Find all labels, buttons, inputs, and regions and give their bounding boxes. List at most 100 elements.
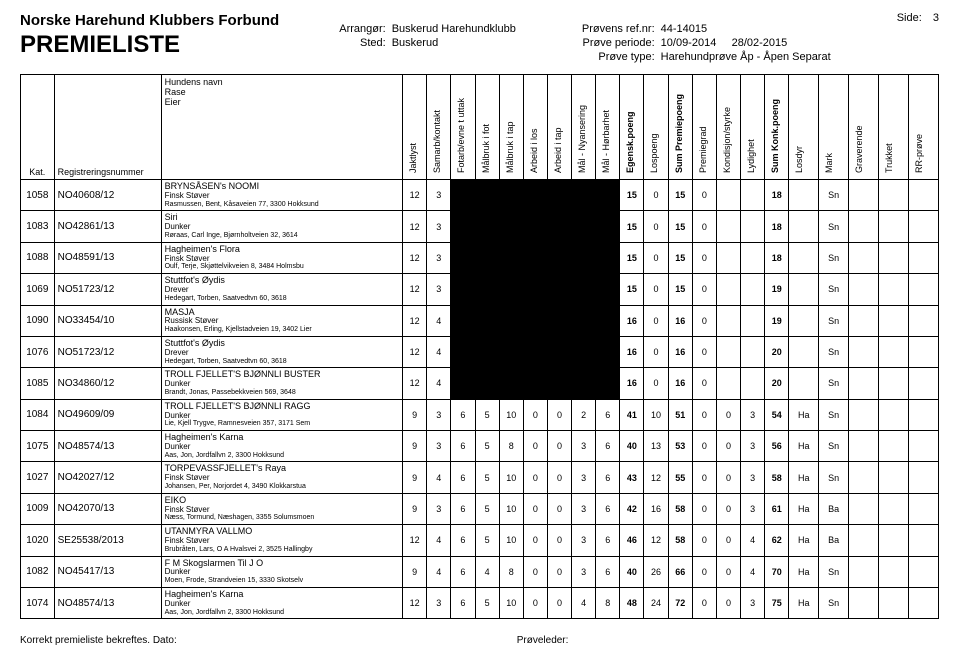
cell-score: 9 [403, 399, 427, 430]
cell-reg: NO49609/09 [54, 399, 161, 430]
cell-dog: BRYNSÅSEN's NOOMIFinsk StøverRasmussen, … [161, 180, 402, 211]
cell-score: 40 [620, 431, 644, 462]
cell-score: 16 [668, 368, 692, 399]
cell-score: Ba [819, 525, 849, 556]
cell-score [879, 274, 909, 305]
cell-score: 4 [741, 525, 765, 556]
col-kat: Kat. [21, 75, 55, 180]
dog-breed: Drever [165, 349, 399, 358]
cell-score: 0 [644, 305, 668, 336]
col-malbruk-tap: Målbruk i tap [503, 77, 517, 177]
cell-score [716, 368, 740, 399]
cell-score: 3 [427, 493, 451, 524]
periode-from: 10/09-2014 [661, 37, 717, 49]
cell-score: 15 [620, 242, 644, 273]
cell-kat: 1088 [21, 242, 55, 273]
refnr-label: Prøvens ref.nr: [582, 22, 661, 36]
cell-score [475, 305, 499, 336]
cell-kat: 1009 [21, 493, 55, 524]
cell-score [849, 180, 879, 211]
cell-score: 0 [692, 493, 716, 524]
cell-score: 3 [741, 431, 765, 462]
cell-score: 5 [475, 399, 499, 430]
cell-score: 12 [403, 180, 427, 211]
cell-score: 43 [620, 462, 644, 493]
cell-score [716, 336, 740, 367]
cell-score: 16 [620, 305, 644, 336]
type-label: Prøve type: [582, 50, 661, 64]
cell-score: 4 [427, 525, 451, 556]
cell-score: Ha [789, 431, 819, 462]
cell-score: 0 [644, 211, 668, 242]
cell-score [908, 399, 938, 430]
cell-score: 6 [596, 556, 620, 587]
cell-dog: TROLL FJELLET'S BJØNNLI RAGGDunkerLie, K… [161, 399, 402, 430]
cell-score: 0 [547, 587, 571, 618]
dog-owner: Hedegart, Torben, Saatvedtvn 60, 3618 [165, 358, 399, 366]
dog-breed: Dunker [165, 443, 399, 452]
cell-score [572, 368, 596, 399]
cell-score: 72 [668, 587, 692, 618]
cell-score: 6 [596, 431, 620, 462]
cell-dog: Stuttfot's ØydisDreverHedegart, Torben, … [161, 274, 402, 305]
cell-score: 6 [596, 493, 620, 524]
cell-score: 5 [475, 493, 499, 524]
table-row: 1069NO51723/12Stuttfot's ØydisDreverHede… [21, 274, 939, 305]
page-number: 3 [933, 12, 939, 24]
cell-score: 20 [765, 336, 789, 367]
cell-score: 0 [644, 242, 668, 273]
cell-score [716, 211, 740, 242]
cell-score [908, 493, 938, 524]
left-header: Norske Harehund Klubbers Forbund PREMIEL… [20, 12, 279, 59]
cell-reg: NO51723/12 [54, 336, 161, 367]
dog-breed: Dunker [165, 412, 399, 421]
cell-score: 3 [427, 274, 451, 305]
table-row: 1085NO34860/12TROLL FJELLET'S BJØNNLI BU… [21, 368, 939, 399]
results-table: Kat. Registreringsnummer Hundens navnRas… [20, 74, 939, 619]
cell-score: 12 [403, 587, 427, 618]
cell-score [523, 368, 547, 399]
cell-score: 0 [692, 431, 716, 462]
dog-breed: Russisk Støver [165, 317, 399, 326]
cell-score [879, 242, 909, 273]
cell-score: 6 [451, 587, 475, 618]
cell-score: 3 [741, 493, 765, 524]
cell-score [789, 180, 819, 211]
cell-score: 8 [499, 556, 523, 587]
cell-score: 0 [692, 525, 716, 556]
cell-score [572, 211, 596, 242]
cell-score: 0 [716, 462, 740, 493]
cell-score: 6 [451, 493, 475, 524]
cell-score: 6 [451, 556, 475, 587]
arrangor-value: Buskerud Harehundklubb [392, 22, 522, 36]
cell-score: 75 [765, 587, 789, 618]
cell-score [849, 305, 879, 336]
cell-score: 6 [451, 525, 475, 556]
cell-score: 4 [427, 336, 451, 367]
cell-score: 9 [403, 556, 427, 587]
cell-reg: NO45417/13 [54, 556, 161, 587]
cell-score [572, 336, 596, 367]
cell-score: 6 [596, 399, 620, 430]
cell-score: 26 [644, 556, 668, 587]
dog-name: TROLL FJELLET'S BJØNNLI RAGG [165, 402, 399, 412]
cell-score: 0 [547, 525, 571, 556]
cell-score: 16 [668, 305, 692, 336]
cell-reg: NO42861/13 [54, 211, 161, 242]
cell-score [908, 368, 938, 399]
table-body: 1058NO40608/12BRYNSÅSEN's NOOMIFinsk Stø… [21, 180, 939, 619]
dog-name: Stuttfot's Øydis [165, 276, 399, 286]
cell-kat: 1075 [21, 431, 55, 462]
cell-dog: TORPEVASSFJELLET's RayaFinsk StøverJohan… [161, 462, 402, 493]
cell-score: 18 [765, 211, 789, 242]
cell-score: 3 [741, 399, 765, 430]
cell-score: 16 [668, 336, 692, 367]
cell-score: 15 [668, 211, 692, 242]
cell-score: 12 [403, 211, 427, 242]
cell-reg: NO34860/12 [54, 368, 161, 399]
cell-score [547, 180, 571, 211]
cell-score: 4 [572, 587, 596, 618]
table-row: 1020SE25538/2013UTANMYRA VALLMOFinsk Stø… [21, 525, 939, 556]
cell-score [741, 180, 765, 211]
cell-score [572, 242, 596, 273]
